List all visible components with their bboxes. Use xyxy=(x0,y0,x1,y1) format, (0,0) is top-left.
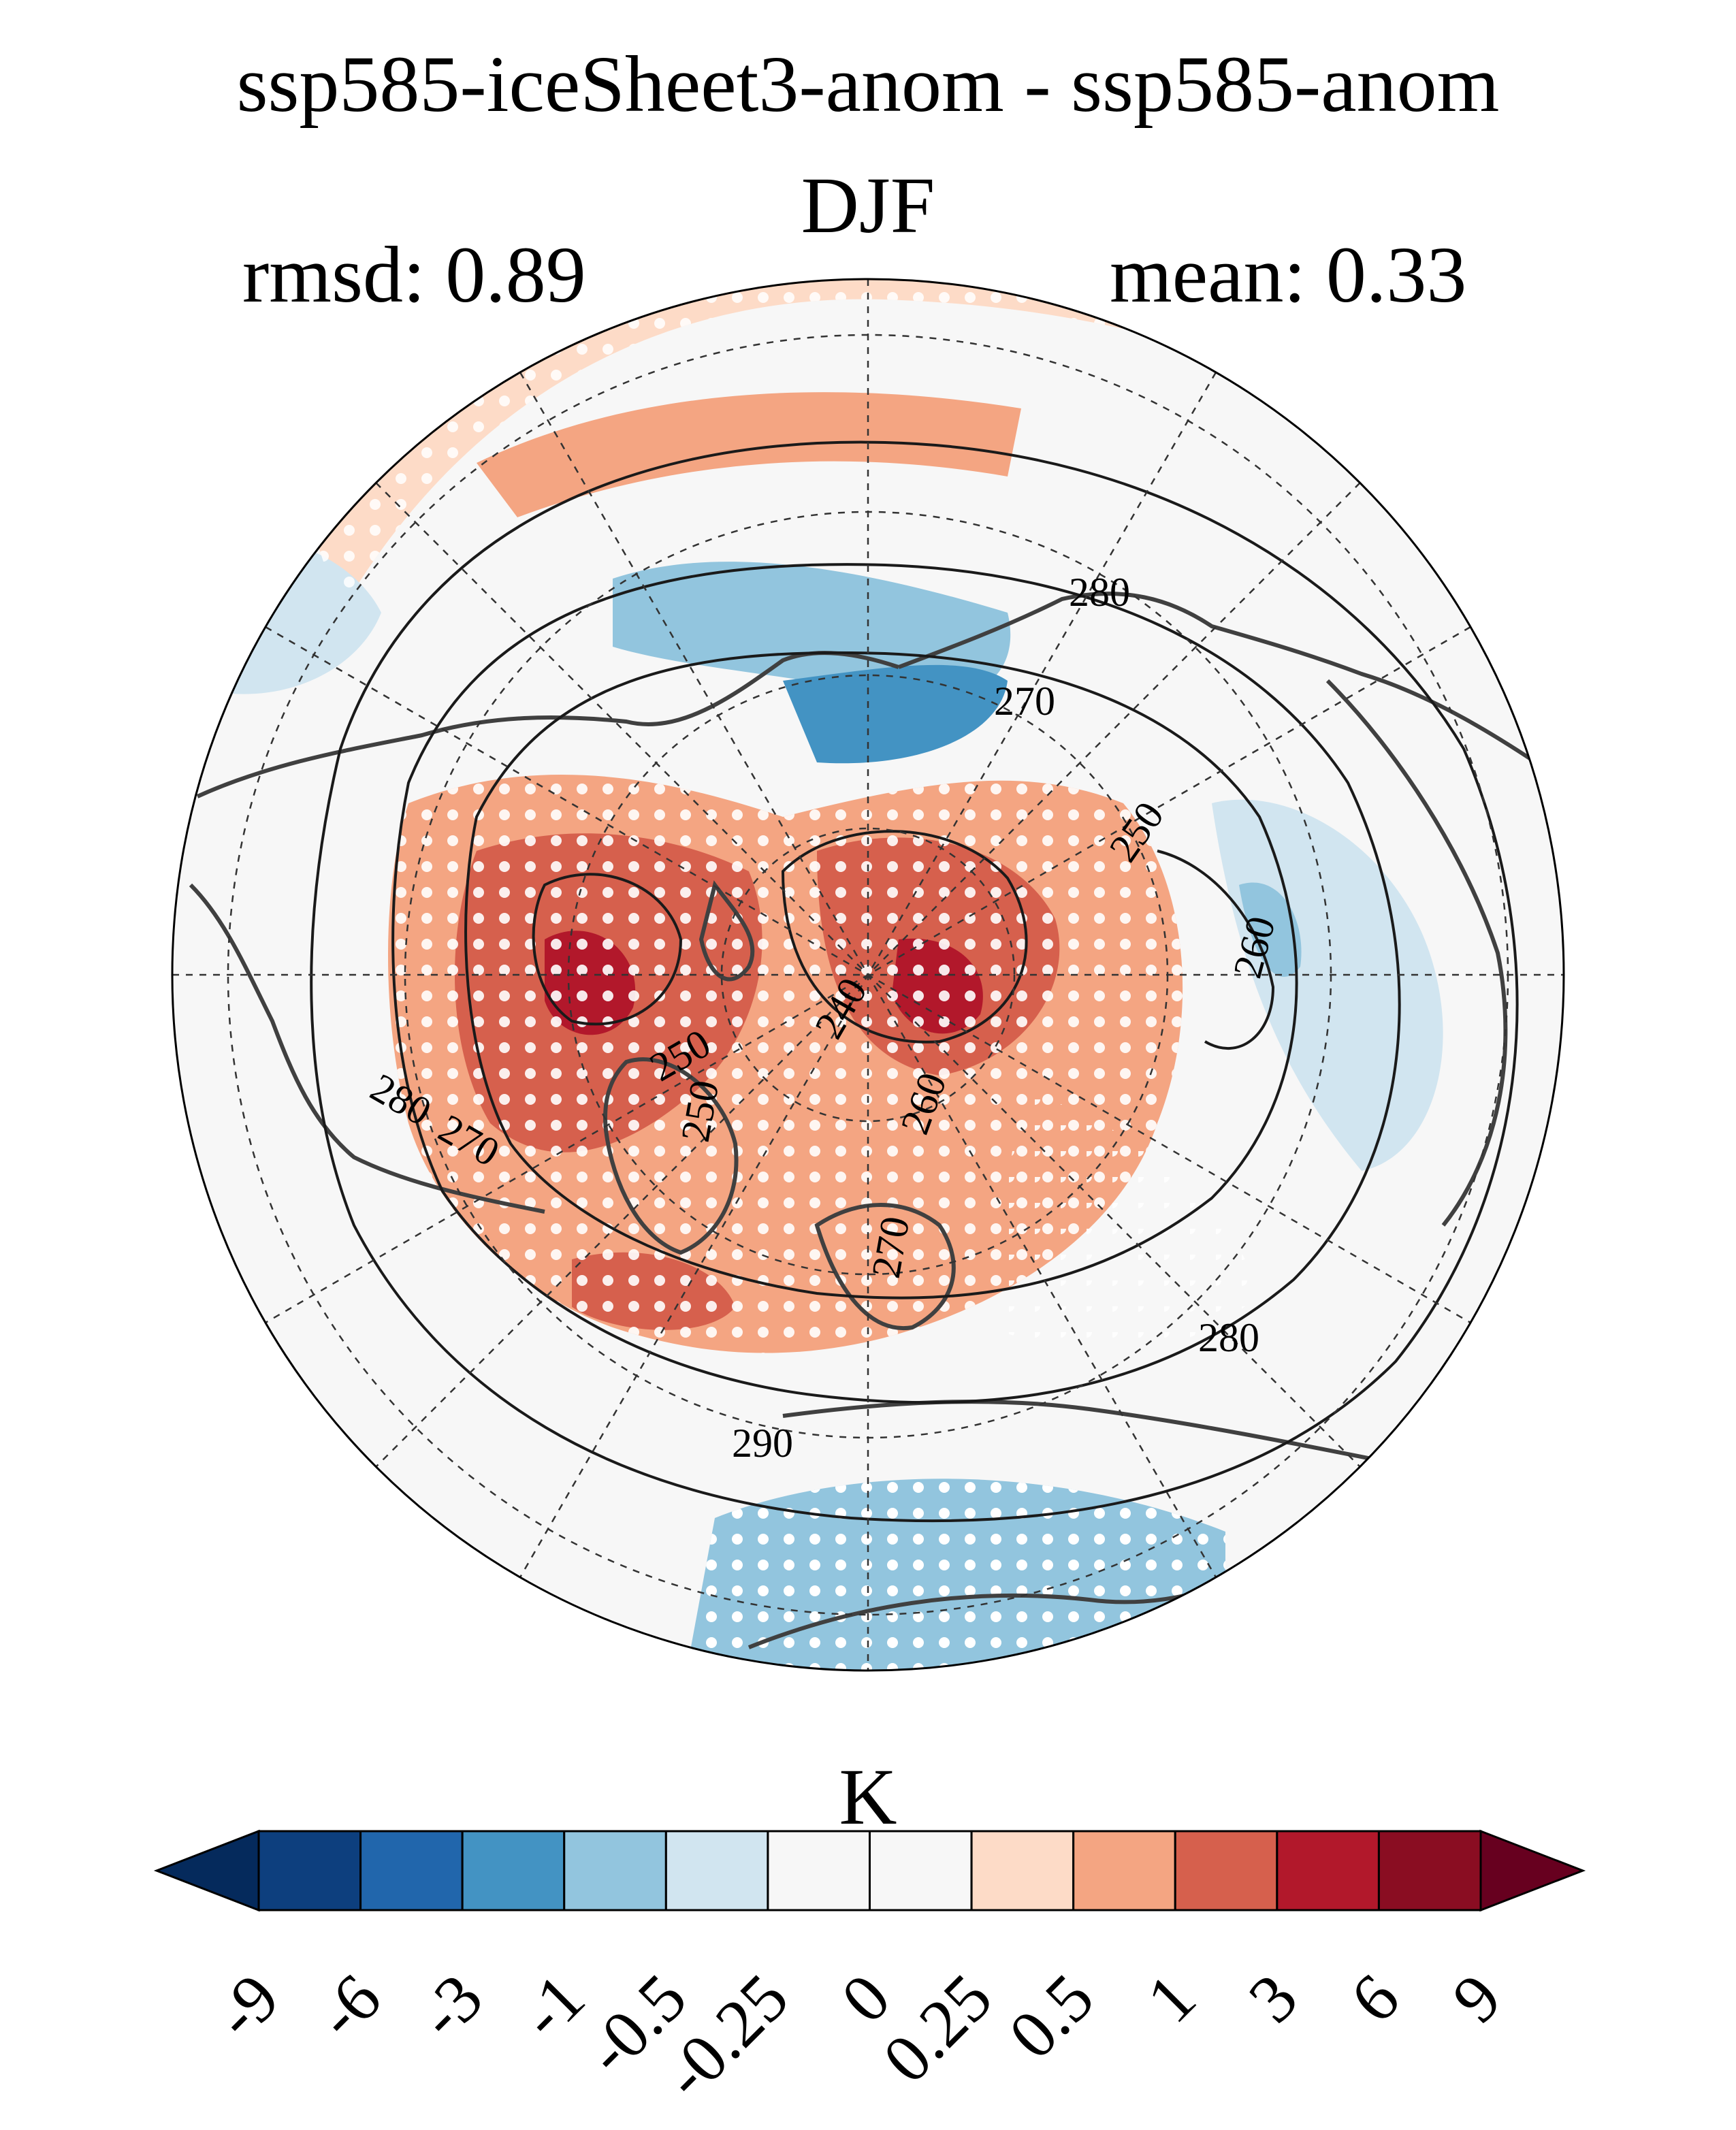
mean-stat: mean: 0.33 xyxy=(1110,230,1467,319)
map-field: 280 270 250 260 240 250 280 270 250 260 … xyxy=(172,279,1564,1671)
coast-arctic-islands xyxy=(698,880,755,982)
coast-scandinavia xyxy=(814,1203,956,1331)
colorbar: -9 -6 -3 -1-0.5-0.25 00.250.5 1 3 6 9 xyxy=(153,1829,1586,2113)
colorbar-swatch xyxy=(664,1830,769,1911)
colorbar-tick-label: -3 xyxy=(404,1959,497,2052)
latitude-circle-80 xyxy=(720,827,1016,1123)
contour-label-13: 290 xyxy=(732,1421,793,1466)
colorbar-extend-high xyxy=(1479,1829,1586,1912)
colorbar-swatch xyxy=(970,1830,1075,1911)
colorbar-tick-label: 9 xyxy=(1438,1959,1515,2037)
contour-label-12: 280 xyxy=(1198,1315,1259,1360)
coast-greenland xyxy=(603,1057,739,1255)
meridian-120 xyxy=(265,626,1471,1324)
colorbar-tick-label: -0.25 xyxy=(649,1959,803,2113)
contour-280 xyxy=(391,563,1401,1404)
contour-260 xyxy=(1157,850,1275,1050)
colorbar-tick-label: -9 xyxy=(200,1959,293,2052)
coastlines xyxy=(189,592,1564,1649)
significance-stipple-europe xyxy=(987,1089,1259,1350)
contour-290 xyxy=(310,440,1519,1523)
contour-label-9: 250 xyxy=(673,1077,728,1145)
significance-stipple-arctic xyxy=(388,774,1183,1353)
contour-label-11: 270 xyxy=(863,1213,918,1281)
colorbar-tick-label: 6 xyxy=(1336,1959,1413,2037)
significance-stipple-africa xyxy=(681,1479,1225,1671)
anomaly-cool-pacific xyxy=(613,562,1011,700)
anomaly-cool-asia-core xyxy=(1239,882,1302,977)
coast-mediterranean xyxy=(782,1400,1396,1466)
colorbar-tick-label: 3 xyxy=(1234,1959,1312,2037)
graticule xyxy=(172,279,1564,1671)
colorbar-tick-label: -6 xyxy=(302,1959,395,2052)
contour-label-1: 280 xyxy=(1069,570,1130,615)
colorbar-unit: K xyxy=(839,1752,897,1841)
climatology-contours xyxy=(310,440,1519,1523)
colorbar-swatch xyxy=(563,1830,667,1911)
colorbar-tick-label: 0.25 xyxy=(869,1959,1006,2097)
season-label: DJF xyxy=(801,161,935,250)
plot-title: ssp585-iceSheet3-anom - ssp585-anom xyxy=(236,39,1500,129)
coast-hudson xyxy=(189,883,545,1214)
contour-240 xyxy=(532,873,683,1026)
colorbar-swatch xyxy=(1174,1830,1279,1911)
anomaly-mid-cool-strait xyxy=(783,664,1008,764)
map-boundary xyxy=(171,278,1565,1672)
coast-eurasia-north xyxy=(897,592,1564,785)
anomaly-mid-warm-band xyxy=(477,392,1021,517)
colorbar-swatch xyxy=(257,1830,362,1911)
colorbar-tick-label: 1 xyxy=(1132,1959,1210,2037)
colorbar-tick-label: 0.5 xyxy=(995,1959,1108,2073)
coast-east-asia xyxy=(1325,679,1508,1227)
colorbar-swatch xyxy=(1377,1830,1482,1911)
rmsd-stat: rmsd: 0.89 xyxy=(242,230,586,319)
colorbar-swatch xyxy=(767,1830,871,1911)
contour-label-2: 270 xyxy=(994,679,1055,724)
contour-270 xyxy=(464,651,1298,1300)
contour-250 xyxy=(781,830,1028,1044)
